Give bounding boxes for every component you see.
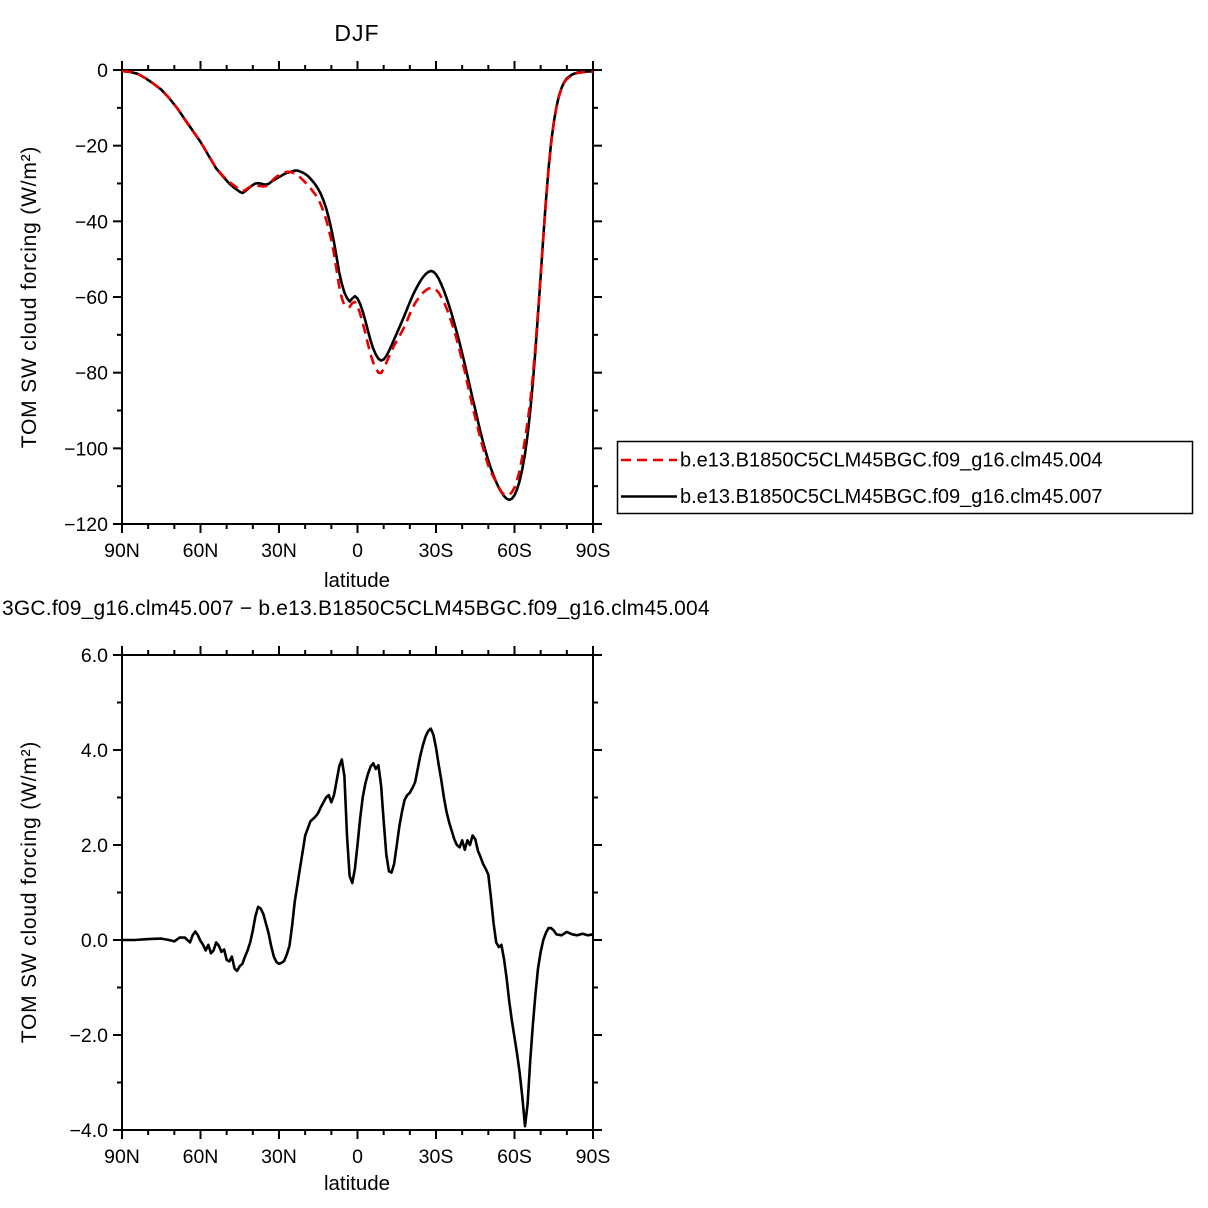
y-tick-label: −120 — [64, 514, 108, 536]
top-chart-y-axis-label: TOM SW cloud forcing (W/m²) — [18, 145, 41, 449]
top-chart-x-axis-label: latitude — [323, 569, 391, 592]
top-chart-canvas: b.e13.B1850C5CLM45BGC.f09_g16.clm45.004 … — [64, 60, 1194, 562]
y-tick-label: −4.0 — [70, 1120, 109, 1142]
y-tick-label: −20 — [75, 136, 108, 158]
y-tick-label: −40 — [75, 211, 108, 233]
y-tick-label: −2.0 — [70, 1025, 109, 1047]
x-tick-label: 30S — [419, 1146, 454, 1168]
legend-label-004: b.e13.B1850C5CLM45BGC.f09_g16.clm45.004 — [680, 450, 1103, 472]
x-tick-label: 60N — [183, 540, 219, 562]
y-tick-label: −80 — [75, 363, 108, 385]
x-tick-label: 60S — [497, 1146, 532, 1168]
top-chart-title: DJF — [334, 20, 380, 46]
y-tick-label: 0 — [97, 60, 108, 82]
series-line-0 — [122, 727, 594, 1128]
legend-label-007: b.e13.B1850C5CLM45BGC.f09_g16.clm45.007 — [680, 486, 1103, 508]
axes-box — [121, 654, 594, 1131]
bottom-chart-canvas: 90N 60N 30N 0 30S 60S 90S 6.0 4.0 2.0 0.0 −2.0 −4.0 — [70, 645, 611, 1168]
y-tick-label: 0.0 — [81, 930, 108, 952]
x-tick-label: 30S — [419, 540, 454, 562]
x-tick-label: 90S — [576, 540, 611, 562]
y-tick-label: 4.0 — [81, 740, 108, 762]
x-tick-label: 90N — [104, 540, 140, 562]
legend: b.e13.B1850C5CLM45BGC.f09_g16.clm45.004 … — [616, 440, 1194, 515]
x-tick-label: 60S — [497, 540, 532, 562]
y-tick-label: −60 — [75, 287, 108, 309]
bottom-chart-y-axis-label: TOM SW cloud forcing (W/m²) — [18, 740, 41, 1044]
x-tick-label: 30N — [261, 540, 297, 562]
x-tick-label: 0 — [352, 540, 363, 562]
x-tick-label: 0 — [352, 1146, 363, 1168]
legend-box — [616, 440, 1194, 515]
x-tick-label: 60N — [183, 1146, 219, 1168]
axes-box — [121, 69, 594, 525]
bottom-chart-title: 3GC.f09_g16.clm45.007 − b.e13.B1850C5CLM… — [2, 597, 710, 620]
y-tick-label: 2.0 — [81, 835, 108, 857]
series-line-1 — [121, 69, 593, 502]
x-tick-label: 30N — [261, 1146, 297, 1168]
bottom-chart-x-axis-label: latitude — [323, 1172, 391, 1195]
y-tick-label: 6.0 — [81, 645, 108, 667]
y-tick-label: −100 — [64, 438, 108, 460]
series-line-0 — [121, 69, 593, 497]
x-tick-label: 90N — [104, 1146, 140, 1168]
x-tick-label: 90S — [576, 1146, 611, 1168]
